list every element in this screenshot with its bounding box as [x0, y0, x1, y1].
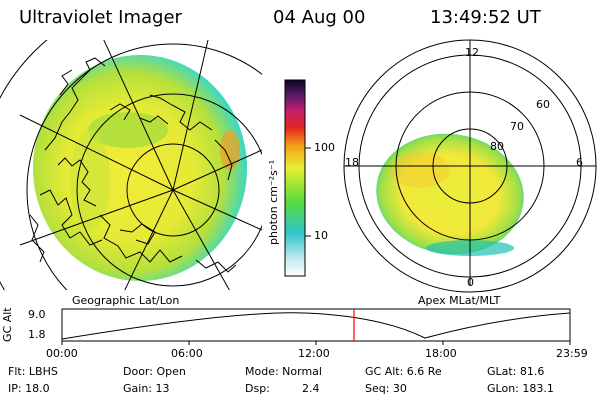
- gc-alt-axis-label: GC Alt: [1, 307, 14, 342]
- mlt-label-0: 0: [467, 276, 474, 289]
- glon-info: GLon: 183.1: [487, 382, 554, 395]
- geo-lat-circle-60: [26, 43, 262, 290]
- filter-info: Flt: LBHS: [8, 365, 58, 378]
- instrument-title: Ultraviolet Imager: [19, 7, 182, 28]
- geo-panel-label: Geographic Lat/Lon: [72, 294, 180, 307]
- colorbar-gradient: [284, 79, 306, 277]
- geo-lat-circle-80: [126, 143, 220, 237]
- gc-alt-xtick-2359: 23:59: [556, 347, 588, 360]
- dsp-info: Dsp:: [245, 382, 270, 395]
- colorbar-tick-10: 10: [314, 229, 328, 242]
- seq-info: Seq: 30: [365, 382, 407, 395]
- gc-alt-info: GC Alt: 6.6 Re: [365, 365, 442, 378]
- apex-polar-plot: [343, 39, 597, 293]
- door-info: Door: Open: [123, 365, 186, 378]
- mlt-label-12: 12: [465, 46, 479, 59]
- geo-coastlines: [29, 57, 237, 273]
- geo-meridians: [19, 40, 262, 290]
- mode-info: Mode: Normal: [245, 365, 322, 378]
- gc-alt-ytick-1-8: 1.8: [28, 328, 46, 341]
- colorbar-unit-label: photon cm⁻²s⁻¹: [267, 159, 280, 245]
- geo-auroral-image: [33, 55, 247, 281]
- apex-lat-label-70: 70: [510, 120, 524, 133]
- ip-info: IP: 18.0: [8, 382, 50, 395]
- gain-info: Gain: 13: [123, 382, 170, 395]
- gc-alt-curve: [61, 312, 571, 340]
- mlt-label-6: 6: [576, 156, 583, 169]
- dsp-value: 2.4: [302, 382, 320, 395]
- gc-alt-xtick-1200: 12:00: [298, 347, 330, 360]
- gc-alt-ytick-9: 9.0: [28, 308, 46, 321]
- geographic-map: [0, 40, 262, 290]
- mlt-label-18: 18: [345, 156, 359, 169]
- apex-lat-label-60: 60: [536, 98, 550, 111]
- time-label: 13:49:52 UT: [430, 7, 541, 28]
- colorbar: [284, 79, 311, 277]
- geo-lat-circle-70: [76, 93, 262, 287]
- colorbar-tick-100: 100: [314, 141, 335, 154]
- glat-info: GLat: 81.6: [487, 365, 545, 378]
- apex-lat-label-80: 80: [490, 140, 504, 153]
- gc-alt-xtick-0600: 06:00: [171, 347, 203, 360]
- gc-alt-plot: [61, 308, 571, 345]
- apex-panel-label: Apex MLat/MLT: [418, 294, 501, 307]
- gc-alt-xtick-0000: 00:00: [46, 347, 78, 360]
- gc-alt-xtick-1800: 18:00: [425, 347, 457, 360]
- date-label: 04 Aug 00: [273, 7, 366, 28]
